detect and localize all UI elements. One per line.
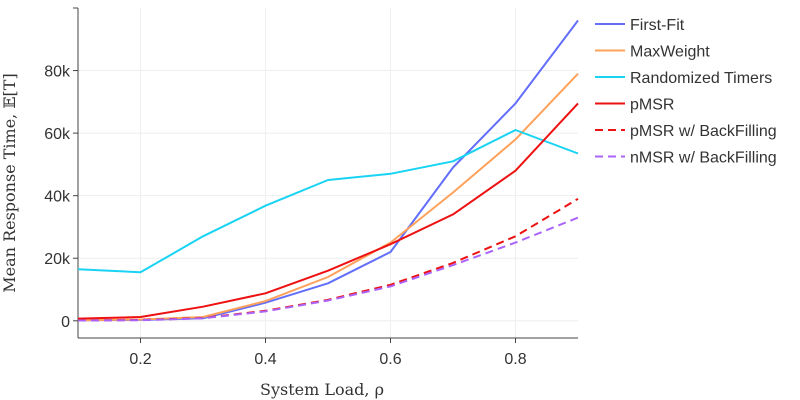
legend-label-2: Randomized Timers xyxy=(630,70,772,87)
series-line-2 xyxy=(77,129,579,274)
legend-label-0: First-Fit xyxy=(630,17,685,34)
axes xyxy=(77,8,578,339)
x-tick-label: 0.6 xyxy=(379,351,401,368)
legend-label-1: MaxWeight xyxy=(630,44,710,61)
y-tick-label: 40k xyxy=(44,189,71,206)
legend-label-4: pMSR w/ BackFilling xyxy=(630,123,777,140)
x-tick-label: 0.2 xyxy=(129,351,151,368)
legend: First-Fit MaxWeight Randomized Timers pMSR p… xyxy=(595,17,777,167)
y-tick-label: 80k xyxy=(44,64,71,81)
y-tick-label: 60k xyxy=(44,126,71,143)
legend-label-3: pMSR xyxy=(630,97,674,114)
y-tick-label: 0 xyxy=(61,314,70,331)
legend-label-5: nMSR w/ BackFilling xyxy=(630,150,777,167)
grid xyxy=(78,8,578,338)
y-axis-title: Mean Response Time, 𝔼[T] xyxy=(0,73,19,292)
series-line-3 xyxy=(77,102,579,320)
tick-labels: 0.2 0.4 0.6 0.8 0 20k 40k 60k 80k xyxy=(44,7,527,368)
x-tick-label: 0.8 xyxy=(504,351,526,368)
x-tick-label: 0.4 xyxy=(254,351,276,368)
x-axis-title: System Load, ρ xyxy=(260,380,384,399)
plot-lines xyxy=(77,19,579,322)
series-line-4 xyxy=(77,197,579,322)
series-line-5 xyxy=(77,216,579,322)
series-line-0 xyxy=(77,19,579,322)
y-tick-label: 20k xyxy=(44,251,71,268)
